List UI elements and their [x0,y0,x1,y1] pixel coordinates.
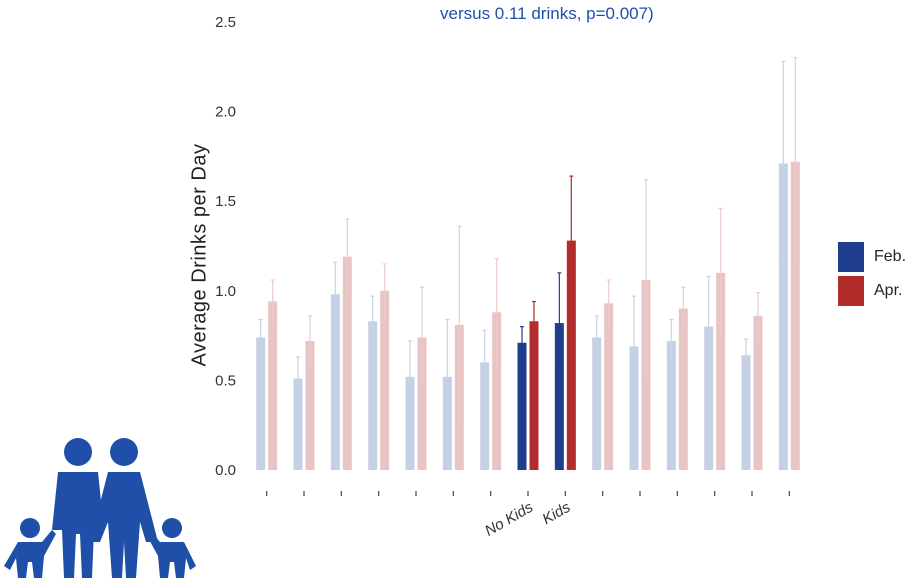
legend: Feb. Apr. [838,240,906,308]
bar-apr [492,312,502,470]
family-icon [4,438,196,578]
bar-feb [517,342,527,470]
bar-feb [592,337,602,470]
y-tick-label: 0.5 [215,372,236,389]
legend-swatch-apr [838,276,864,306]
y-tick-label: 2.0 [215,104,236,121]
bar-apr [790,161,800,470]
bar-apr [604,303,614,470]
bar-apr [268,301,278,470]
bar-apr [678,308,688,470]
bar-apr [380,290,390,470]
bar-feb [368,321,378,470]
bar-feb [293,378,303,470]
legend-item-apr: Apr. [838,274,906,308]
bar-apr [417,337,427,470]
bar-feb [704,326,714,470]
y-tick-label: 0.0 [215,462,236,479]
legend-label-apr: Apr. [874,282,903,299]
bar-feb [405,376,415,470]
bar-feb [666,340,676,470]
bar-feb [778,163,788,470]
legend-swatch-feb [838,242,864,272]
y-tick-label: 1.5 [215,193,236,210]
legend-item-feb: Feb. [838,240,906,274]
legend-label-feb: Feb. [874,248,907,265]
bar-apr [753,315,763,470]
bar-apr [305,340,315,470]
bar-feb [330,294,340,470]
bar-apr [566,240,576,470]
y-tick-label: 1.0 [215,283,236,300]
bar-feb [256,337,266,470]
bar-feb [629,346,639,470]
bar-apr [529,321,539,470]
bar-feb [741,355,751,470]
x-tick-label: Kids [540,498,574,528]
bar-feb [554,323,564,470]
bar-feb [480,362,490,470]
y-axis-label: Average Drinks per Day [188,143,211,367]
x-tick-label: No Kids [482,498,536,539]
bar-apr [716,272,726,470]
chart-subtitle: versus 0.11 drinks, p=0.007) [440,4,654,23]
y-tick-label: 2.5 [215,14,236,31]
bar-apr [342,256,352,470]
